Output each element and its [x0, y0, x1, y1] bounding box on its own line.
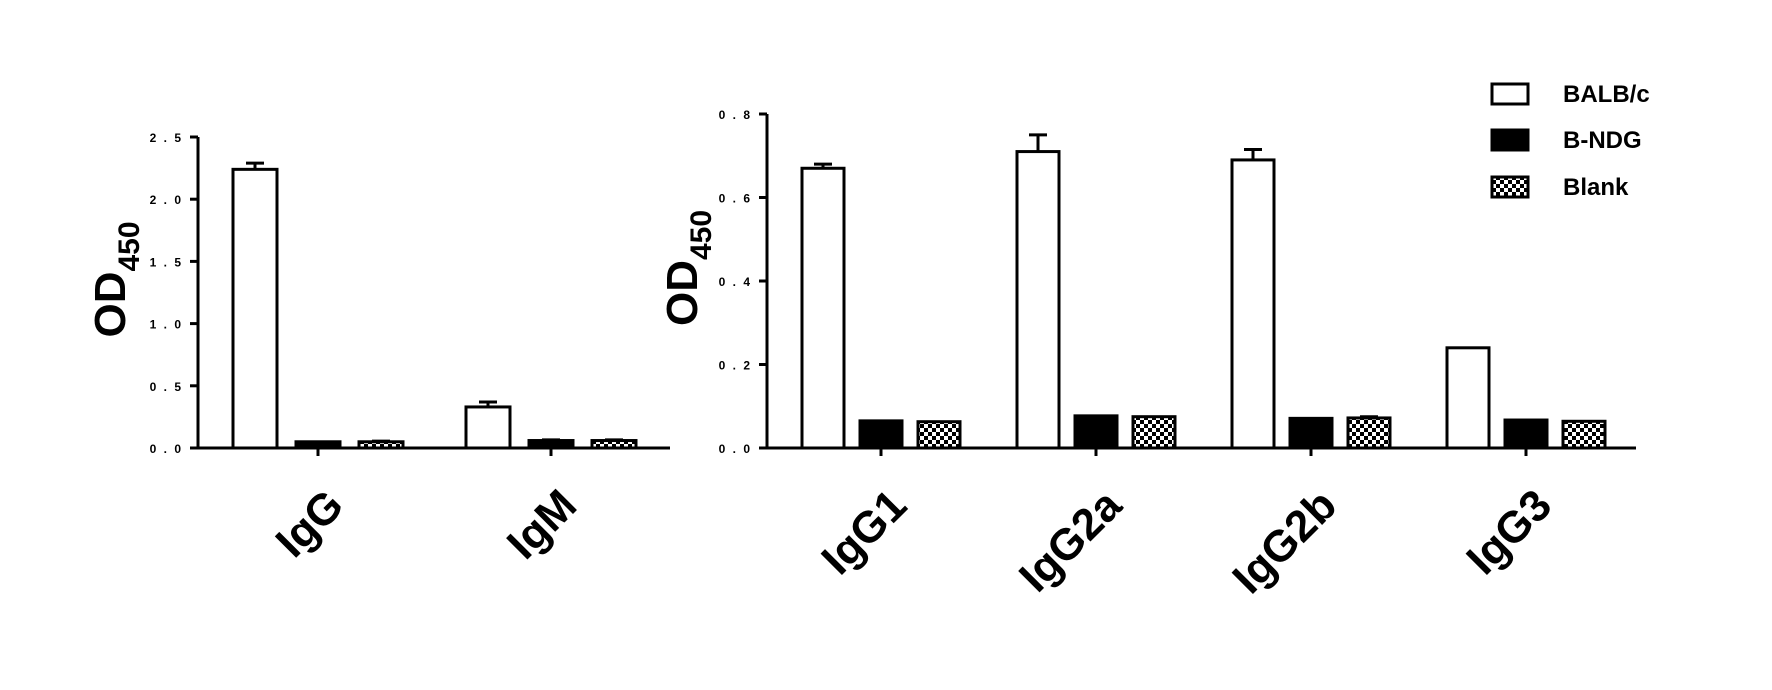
x-category-label: IgG3	[1457, 480, 1561, 584]
x-category-label: IgM	[498, 480, 586, 568]
y-axis-title: OD450	[86, 221, 146, 337]
y-tick-label: 0 . 4	[719, 275, 752, 289]
bar-b-ndg	[858, 419, 904, 450]
y-tick-label: 2 . 5	[150, 131, 183, 145]
bar-b-ndg	[294, 440, 342, 450]
legend-label: BALB/c	[1563, 81, 1650, 108]
y-tick-label: 0 . 5	[150, 380, 183, 394]
bar-balb-c	[464, 405, 512, 450]
bar-b-ndg	[1503, 418, 1549, 450]
legend-label: B-NDG	[1563, 127, 1642, 154]
y-tick-label: 0 . 8	[719, 108, 752, 122]
y-tick-label: 0 . 2	[719, 359, 752, 373]
legend-swatch	[1490, 82, 1530, 106]
chart-left: 0 . 0 0 . 5 1 . 0 1 . 5 2 . 0 2 . 5 OD450 IgG Ig…	[86, 131, 670, 569]
legend-swatch	[1490, 175, 1530, 199]
y-tick-label: 1 . 0	[150, 318, 183, 332]
x-category-label: IgG	[267, 480, 353, 566]
bar-blank	[590, 439, 638, 450]
bar-b-ndg	[1288, 416, 1334, 450]
legend-swatch	[1490, 128, 1530, 152]
bar-balb-c	[231, 167, 279, 450]
y-tick-label: 0 . 0	[150, 442, 183, 456]
y-tick-label: 1 . 5	[150, 255, 183, 269]
chart-right: 0 . 0 0 . 2 0 . 4 0 . 6 0 . 8 OD450 IgG1 IgG2a I…	[658, 108, 1636, 603]
bar-blank	[916, 420, 962, 450]
bar-balb-c	[800, 166, 846, 450]
x-category-label: IgG2a	[1010, 480, 1131, 601]
bar-b-ndg	[1073, 414, 1119, 450]
legend: BALB/c B-NDG Blank	[1490, 81, 1650, 201]
bar-blank	[1561, 419, 1607, 450]
x-category-label: IgG2b	[1223, 480, 1346, 603]
bar-blank	[1131, 415, 1177, 450]
bar-blank	[357, 440, 405, 450]
x-category-label: IgG1	[812, 480, 916, 584]
bar-balb-c	[1445, 346, 1491, 450]
bar-b-ndg	[527, 439, 575, 450]
bar-balb-c	[1230, 158, 1276, 450]
y-axis-title: OD450	[658, 210, 718, 326]
bar-blank	[1346, 416, 1392, 450]
y-tick-label: 0 . 0	[719, 442, 752, 456]
y-tick-label: 0 . 6	[719, 192, 752, 206]
bar-balb-c	[1015, 150, 1061, 450]
y-tick-label: 2 . 0	[150, 193, 183, 207]
legend-label: Blank	[1563, 174, 1629, 201]
